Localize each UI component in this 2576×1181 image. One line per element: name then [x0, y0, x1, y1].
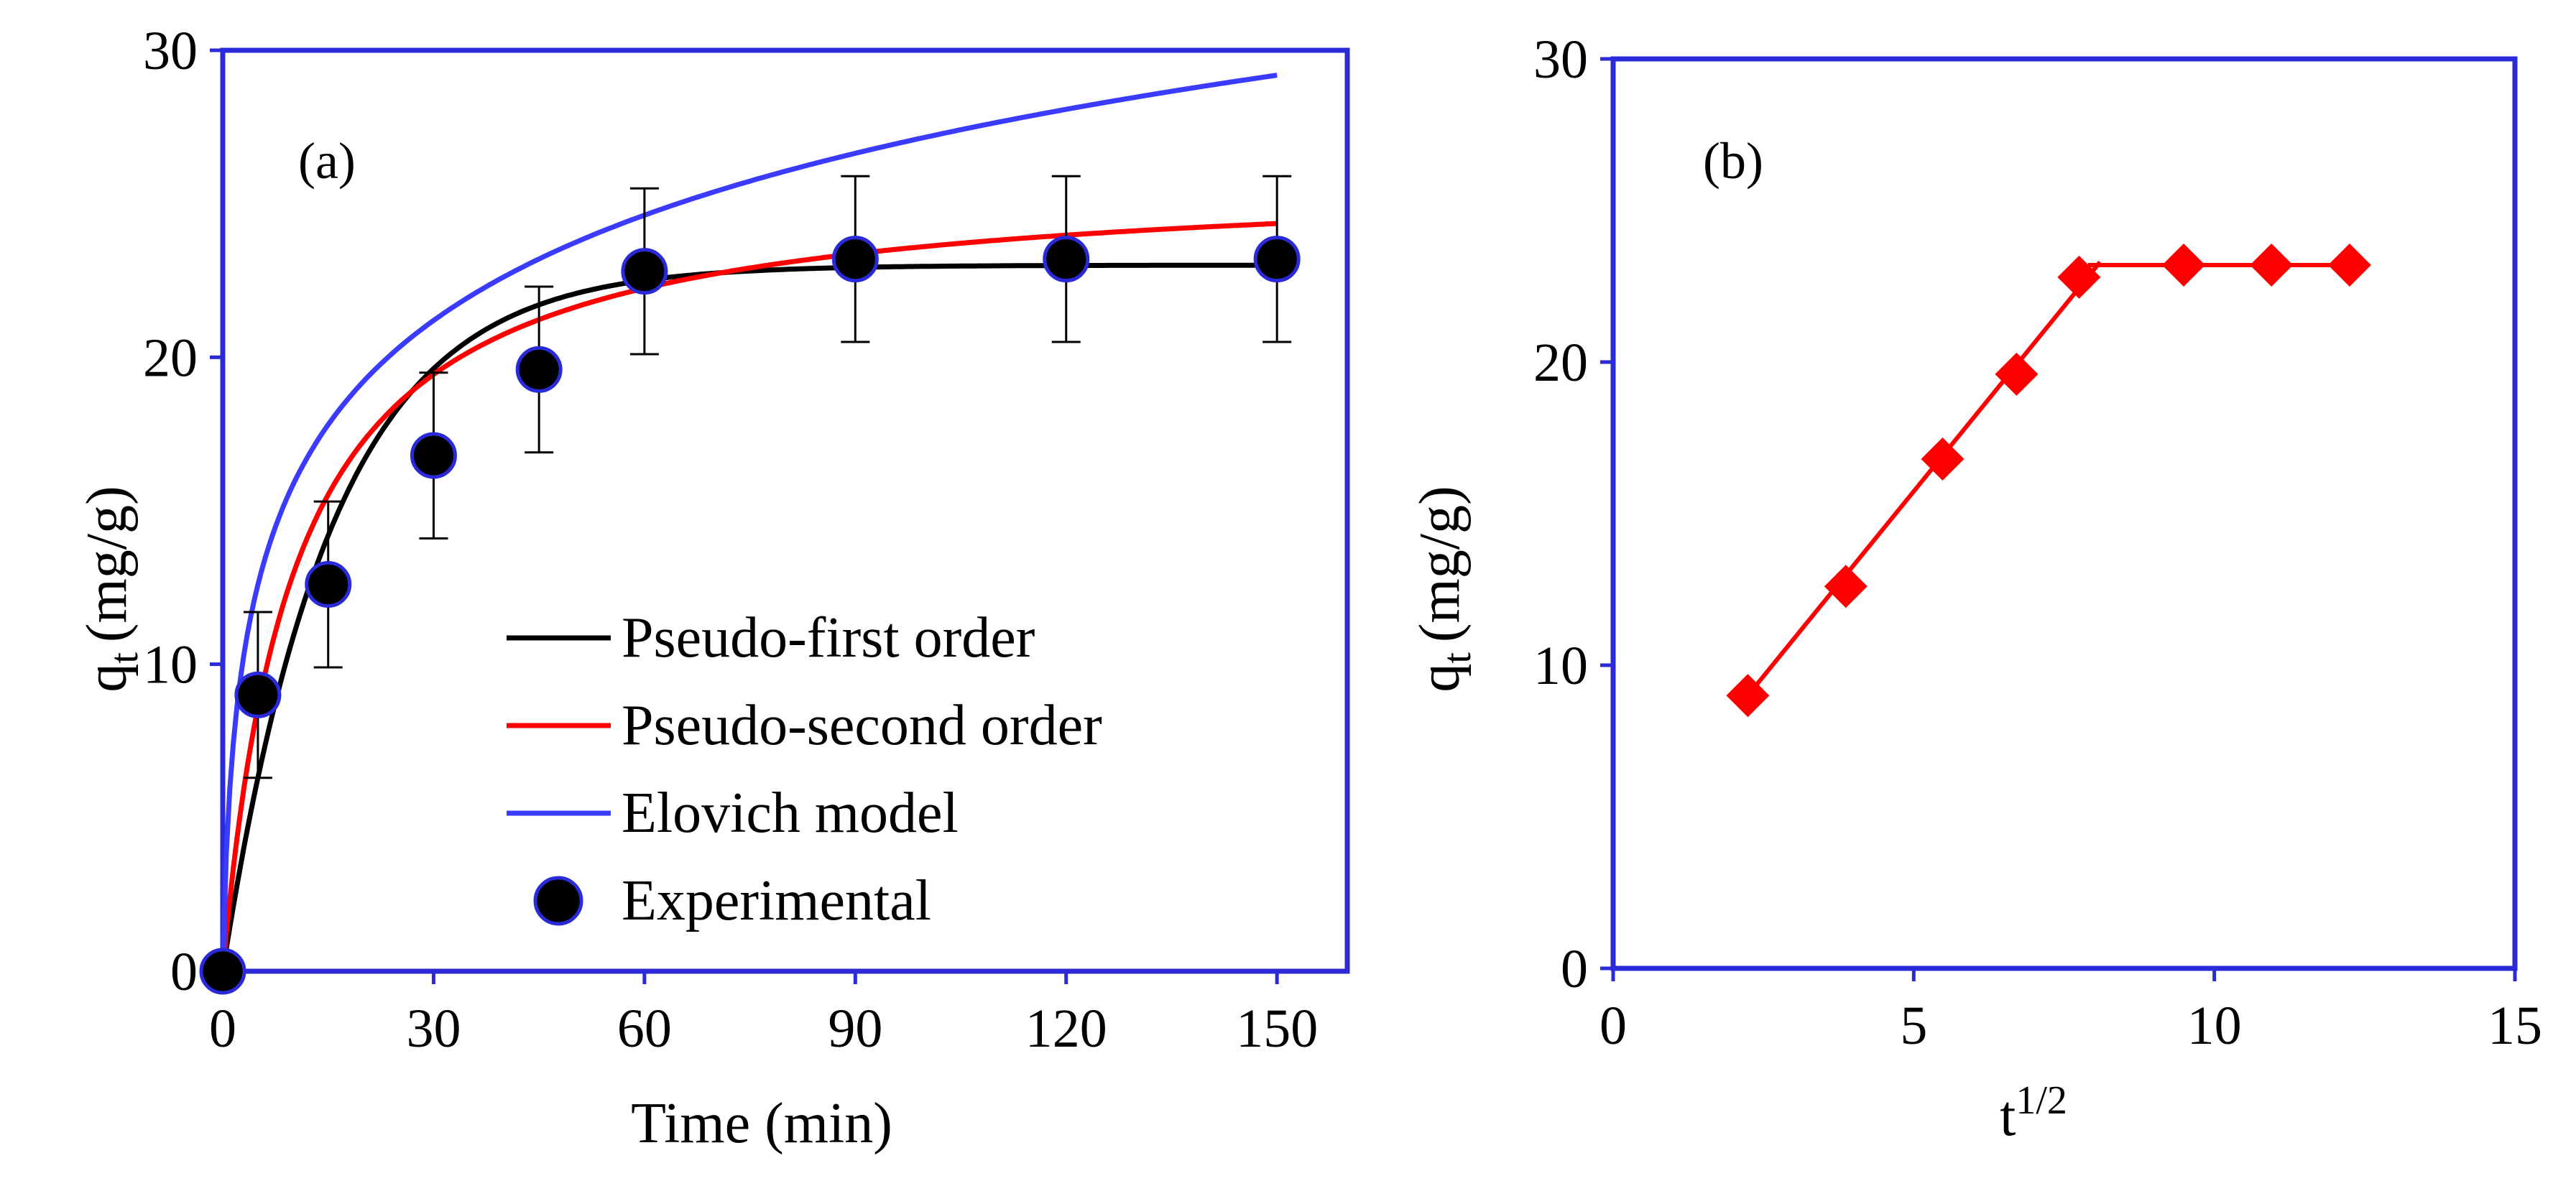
- data-point-experimental: [831, 236, 879, 283]
- y-tick-label-a: 20: [143, 328, 198, 388]
- plot-area-b: 0 5 10 15 0 10 20 30: [1533, 29, 2542, 1056]
- y-tick-label-b: 30: [1533, 29, 1588, 90]
- x-axis-label-main-b: t: [2000, 1085, 2016, 1148]
- data-point-diamond: [1824, 565, 1868, 608]
- y-axis-label-b: qt (mg/g): [1408, 486, 1479, 692]
- plot-frame-a: [220, 47, 1350, 974]
- series-line-pseudo-second-order: [220, 221, 1278, 972]
- x-tick-label-a: 90: [828, 999, 882, 1059]
- data-point-diamond: [1921, 437, 1965, 481]
- data-point-diamond: [2327, 243, 2371, 287]
- panel-label-b: (b): [1703, 132, 1763, 190]
- data-point-diamond: [2250, 243, 2294, 287]
- x-axis-label-b: t1/2: [2000, 1078, 2067, 1148]
- x-tick-label-a: 120: [1025, 999, 1107, 1059]
- data-point-diamond: [2161, 243, 2205, 287]
- y-tick-label-b: 20: [1533, 333, 1588, 393]
- x-tick-label-a: 150: [1236, 999, 1318, 1059]
- legend-a: Pseudo-first order Pseudo-second order Elo…: [507, 606, 1102, 932]
- fit-line: [1746, 260, 2102, 698]
- plot-area-a: 0 30 60 90 120 150 0 10 20 30: [143, 21, 1350, 1059]
- x-tick-label-b: 0: [1599, 996, 1627, 1056]
- legend-swatch-experimental: [533, 876, 583, 926]
- x-tick-label-a: 60: [617, 999, 672, 1059]
- x-tick-label-a: 0: [209, 999, 236, 1059]
- y-axis-label-main-b: q: [1408, 664, 1472, 693]
- data-point-diamond: [1726, 674, 1770, 718]
- y-tick-label-b: 10: [1533, 636, 1588, 696]
- y-tick-label-b: 0: [1561, 939, 1588, 999]
- series-line-pseudo-first-order: [220, 262, 1278, 972]
- y-axis-label-a: qt (mg/g): [75, 486, 147, 692]
- x-axis-label-a: Time (min): [631, 1092, 892, 1155]
- data-point-diamond: [1995, 352, 2039, 396]
- y-axis-label-main-a: q: [75, 664, 139, 693]
- x-tick-label-b: 15: [2488, 996, 2542, 1056]
- data-point-experimental: [621, 248, 668, 295]
- series-line-elovich-model: [220, 73, 1278, 972]
- plot-frame-b: [1610, 56, 2518, 971]
- legend-label-elovich-model: Elovich model: [622, 782, 959, 845]
- data-point-diamond: [2057, 255, 2101, 299]
- data-point-experimental: [234, 671, 282, 718]
- x-tick-label-b: 5: [1900, 996, 1927, 1056]
- x-tick-label-b: 10: [2187, 996, 2242, 1056]
- legend-label-experimental: Experimental: [622, 869, 931, 932]
- legend-label-pseudo-first-order: Pseudo-first order: [622, 606, 1035, 670]
- y-tick-label-a: 0: [170, 942, 198, 1002]
- data-point-experimental: [410, 432, 457, 479]
- panel-a: 0 30 60 90 120 150 0 10 20 30 (a) Time (min) qt (m…: [75, 21, 1350, 1155]
- y-axis-label-sub-b: t: [1435, 652, 1479, 664]
- y-axis-label-unit-b: (mg/g): [1408, 486, 1472, 642]
- legend-label-pseudo-second-order: Pseudo-second order: [622, 694, 1102, 757]
- x-axis-label-sup-b: 1/2: [2016, 1078, 2067, 1123]
- y-axis-label-unit-a: (mg/g): [75, 486, 139, 642]
- y-tick-label-a: 10: [143, 635, 198, 695]
- y-tick-label-a: 30: [143, 21, 198, 81]
- data-point-experimental: [515, 346, 563, 393]
- data-point-experimental: [1043, 236, 1090, 283]
- data-point-experimental: [1253, 236, 1301, 283]
- data-point-experimental: [305, 561, 352, 608]
- data-point-experimental: [199, 948, 246, 995]
- y-axis-label-sub-a: t: [102, 652, 147, 664]
- x-tick-label-a: 30: [406, 999, 461, 1059]
- panel-label-a: (a): [298, 132, 356, 190]
